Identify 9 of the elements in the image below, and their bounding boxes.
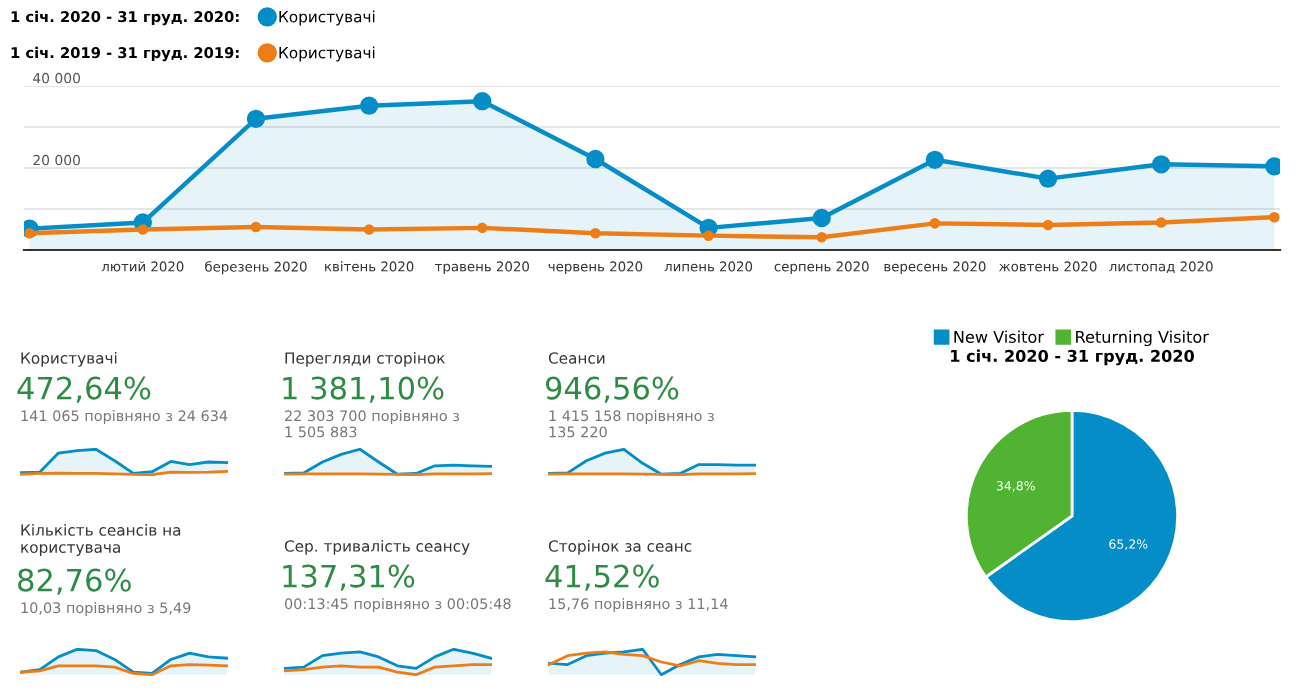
- chart-subtitle: 82,76%: [18, 568, 131, 595]
- chart-subtitle: 137,31%: [283, 564, 415, 591]
- legend-label: Returning Visitor: [1076, 330, 1209, 347]
- legend-label: New Visitor: [954, 330, 1044, 343]
- chart-subtitle: 946,56%: [545, 376, 679, 403]
- chart-subtitle: 41,52%: [545, 564, 659, 591]
- text: 1 січ. 2020 - 31 груд. 2020: [951, 349, 1194, 366]
- chart-subtitle: 1 381,10%: [283, 376, 444, 403]
- chart-subtitle: 472,64%: [17, 376, 151, 403]
